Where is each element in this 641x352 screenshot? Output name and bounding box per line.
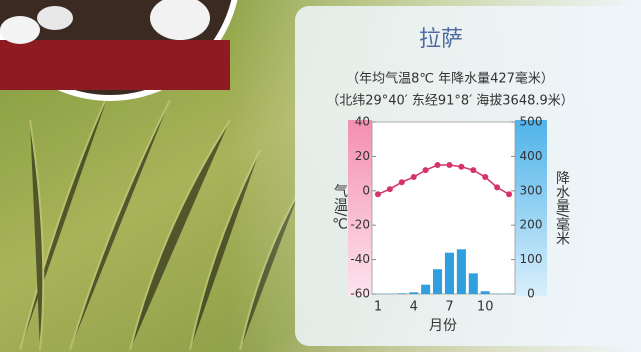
y2-tick-label: 400 — [520, 149, 543, 163]
bar — [480, 291, 490, 294]
bar — [397, 293, 407, 294]
right-axis-band — [515, 120, 547, 296]
bar — [456, 249, 466, 294]
temperature-point — [422, 167, 429, 174]
x-tick-label: 4 — [410, 300, 418, 315]
y-tick-label: 0 — [362, 183, 370, 197]
temperature-point — [506, 191, 513, 198]
y2-tick-label: 300 — [520, 183, 543, 197]
y2-tick-label: 500 — [520, 115, 543, 129]
y2-tick-label: 200 — [520, 218, 543, 232]
temperature-point — [398, 179, 405, 186]
bar — [444, 252, 454, 294]
temperature-point — [374, 191, 381, 198]
temperature-point — [482, 174, 489, 181]
plot-area — [371, 121, 516, 295]
x-tick-label: 10 — [477, 300, 494, 315]
inset-table — [0, 40, 230, 90]
y-axis-title: 气温/℃ — [332, 184, 348, 233]
y-tick-label: 40 — [355, 115, 370, 129]
inset-bowl — [0, 16, 40, 44]
temperature-point — [494, 184, 501, 191]
left-axis-band — [348, 120, 372, 296]
y2-tick-label: 0 — [527, 287, 535, 301]
y-tick-label: -40 — [350, 252, 370, 266]
subtitle: （北纬29°40′ 东经91°8′ 海拔3648.9米） — [326, 94, 574, 109]
chart-title: 拉萨 — [419, 27, 463, 52]
y-tick-label: -20 — [350, 218, 370, 232]
y2-axis-title: 降水量/毫米 — [554, 171, 570, 246]
y2-tick-label: 100 — [520, 252, 543, 266]
temperature-point — [434, 162, 441, 168]
x-tick-label: 1 — [374, 300, 382, 315]
y-tick-label: 20 — [355, 149, 370, 163]
inset-bowl — [150, 0, 210, 40]
temperature-point — [446, 162, 453, 168]
temperature-point — [470, 167, 477, 174]
temperature-point — [410, 174, 417, 181]
bar — [433, 269, 443, 294]
temperature-point — [386, 186, 393, 193]
inset-cup — [37, 6, 73, 30]
bar — [421, 284, 431, 294]
x-tick-label: 7 — [445, 300, 453, 315]
y-tick-label: -60 — [350, 287, 370, 301]
x-axis-title: 月份 — [429, 318, 457, 334]
bar — [468, 273, 478, 294]
temperature-point — [458, 163, 465, 170]
subtitle: （年均气温8℃ 年降水量427毫米） — [346, 71, 554, 87]
bar — [409, 292, 419, 294]
